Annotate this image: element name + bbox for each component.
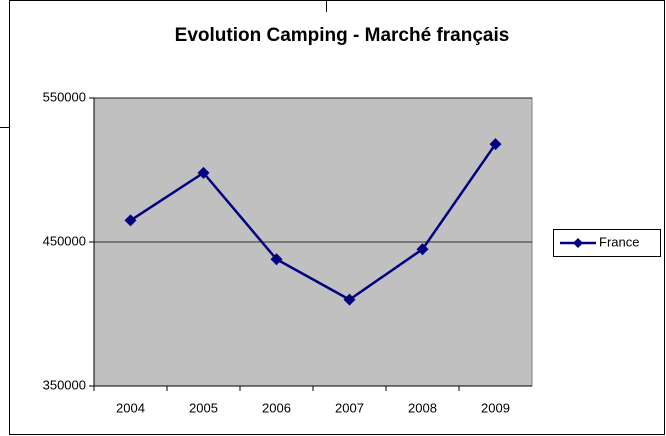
marker [416, 243, 429, 256]
series-line [129, 143, 497, 302]
marker [197, 166, 210, 179]
marker [124, 214, 137, 227]
marker [489, 138, 502, 151]
chart-title: Evolution Camping - Marché français [175, 25, 510, 46]
y-tick-label: 450000 [43, 233, 86, 248]
y-tick-label: 550000 [43, 89, 86, 104]
marker [270, 253, 283, 266]
x-tick-label: 2004 [116, 400, 145, 415]
marker [343, 293, 356, 306]
x-tick-label: 2005 [189, 400, 218, 415]
x-tick-label: 2006 [262, 400, 291, 415]
y-tick-label: 350000 [43, 377, 86, 392]
x-tick-label: 2008 [408, 400, 437, 415]
x-tick-label: 2007 [335, 400, 364, 415]
legend-marker [573, 238, 583, 248]
legend-label: France [599, 234, 639, 249]
x-tick-label: 2009 [481, 400, 510, 415]
